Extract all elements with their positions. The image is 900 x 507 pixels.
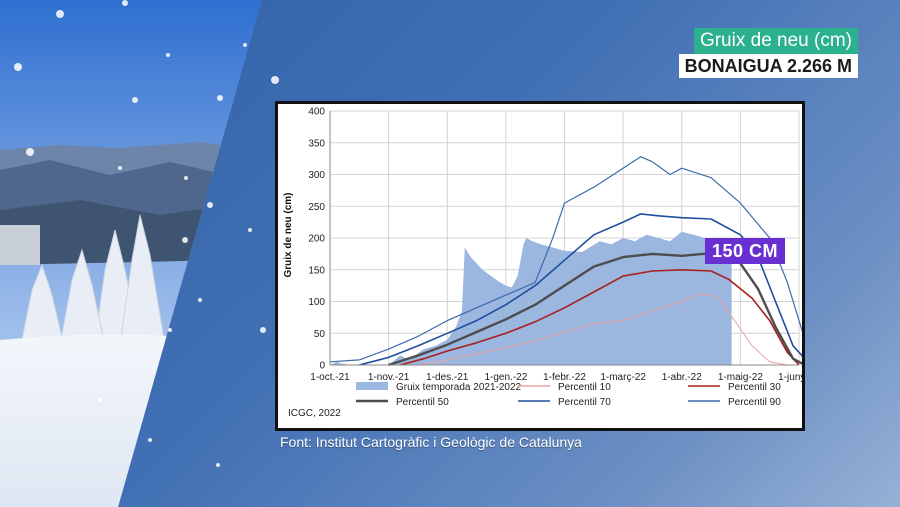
y-tick-label: 400: [308, 107, 325, 118]
snow-depth-chart: 0 50 100 150 200 250 300 350 400 1-oct.-21 1-nov.-…: [283, 107, 802, 419]
x-tick-label: 1-maig-22: [718, 372, 763, 383]
y-tick-label: 300: [308, 170, 325, 181]
y-axis-label: Gruix de neu (cm): [283, 192, 294, 277]
x-tick-label: 1-oct.-21: [310, 372, 350, 383]
x-tick-label: 1-abr.-22: [662, 372, 702, 383]
legend-label: Percentil 90: [728, 397, 781, 408]
station-tag: BONAIGUA 2.266 M: [678, 54, 858, 78]
legend-label: Gruix temporada 2021-2022: [396, 382, 522, 393]
y-tick-label: 150: [308, 265, 325, 276]
chart-title-tag: Gruix de neu (cm): [693, 28, 858, 54]
series-line-percentil-50: [388, 252, 802, 367]
current-depth-callout: 150 CM: [705, 238, 786, 264]
series-line-percentil-10: [417, 293, 788, 366]
x-tick-label: 1-març-22: [600, 372, 646, 383]
chart-credit: ICGC, 2022: [288, 408, 341, 419]
x-tick-label: 1-juny-22: [778, 372, 802, 383]
series-line-percentil-90: [329, 156, 802, 363]
y-tick-label: 250: [308, 202, 325, 213]
axes: 0 50 100 150 200 250 300 350 400 1-oct.-21 1-nov.-…: [308, 107, 802, 384]
y-tick-label: 350: [308, 138, 325, 149]
legend: Gruix temporada 2021-2022 Percentil 10 Per…: [356, 382, 781, 408]
x-tick-label: 1-gen.-22: [484, 372, 527, 383]
y-tick-label: 100: [308, 297, 325, 308]
y-tick-label: 200: [308, 234, 325, 245]
grid-lines: [329, 110, 800, 366]
x-tick-label: 1-des.-21: [426, 372, 469, 383]
chart-frame: 0 50 100 150 200 250 300 350 400 1-oct.-21 1-nov.-…: [275, 101, 805, 431]
legend-swatch: [356, 382, 388, 390]
y-tick-label: 0: [319, 361, 325, 372]
legend-label: Percentil 30: [728, 382, 781, 393]
legend-label: Percentil 10: [558, 382, 611, 393]
y-tick-label: 50: [314, 329, 326, 340]
percentile-lines-layer: [329, 156, 802, 367]
source-credit: Font: Institut Cartogràfic i Geològic de…: [280, 434, 582, 450]
x-tick-label: 1-nov.-21: [368, 372, 410, 383]
x-tick-label: 1-febr.-22: [543, 372, 586, 383]
series-area-season: [330, 231, 732, 365]
series-line-percentil-30: [400, 269, 800, 366]
legend-label: Percentil 70: [558, 397, 611, 408]
legend-label: Percentil 50: [396, 397, 449, 408]
season-area-layer: [330, 231, 732, 365]
